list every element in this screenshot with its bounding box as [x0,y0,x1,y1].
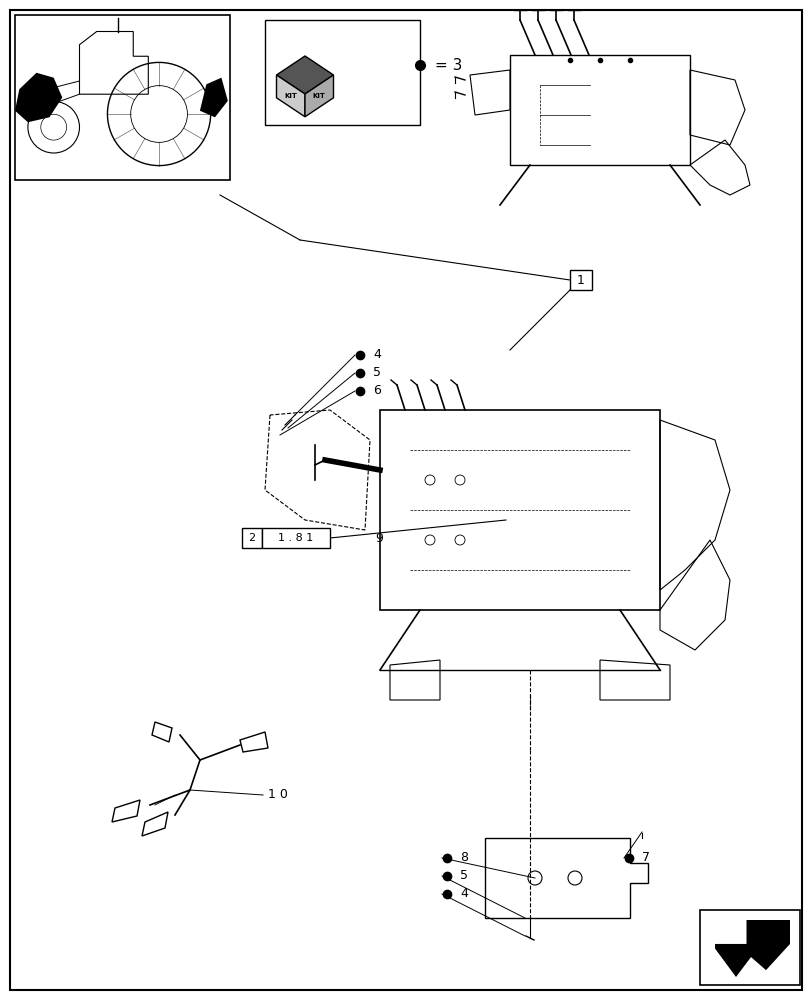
Bar [699,910,799,985]
Bar [15,15,230,180]
Text: 2: 2 [248,533,255,543]
Text: 5: 5 [460,869,467,882]
Bar [264,20,419,125]
Bar [569,270,591,290]
Text: 1 0: 1 0 [268,788,288,801]
Text: 1: 1 [577,273,584,286]
Bar [262,528,329,548]
Polygon shape [305,75,333,117]
Text: 4: 4 [372,349,380,361]
Text: 9: 9 [375,532,383,544]
Polygon shape [277,56,333,94]
Text: KIT: KIT [284,93,297,99]
Text: = 3: = 3 [435,58,461,73]
Text: KIT: KIT [312,93,325,99]
Text: 5: 5 [372,366,380,379]
Polygon shape [200,78,228,117]
Bar [242,528,262,548]
Polygon shape [714,920,789,977]
Text: 8: 8 [460,851,467,864]
Polygon shape [277,75,305,117]
Polygon shape [15,73,62,122]
Text: 4: 4 [460,887,467,900]
Text: 1 . 8 1: 1 . 8 1 [278,533,313,543]
Text: 6: 6 [372,384,380,397]
Text: 7: 7 [642,851,649,864]
